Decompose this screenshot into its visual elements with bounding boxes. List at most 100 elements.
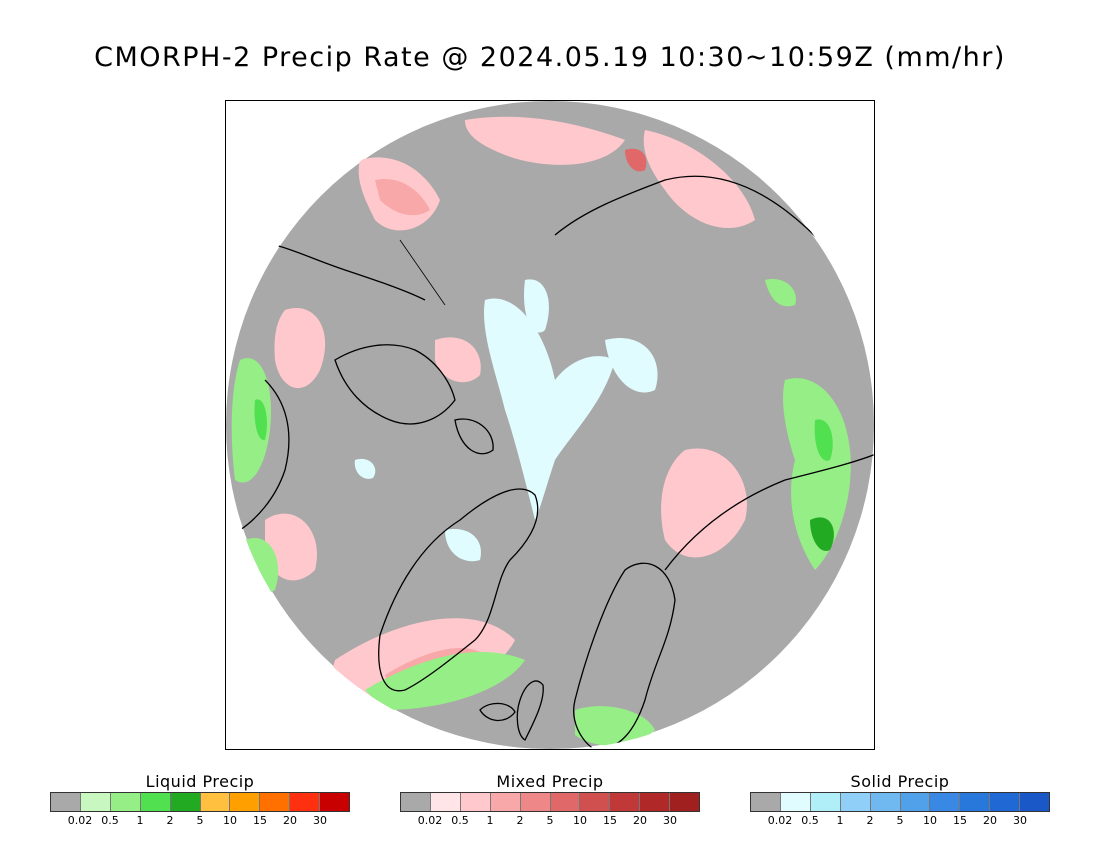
tick-labels: 0.02 0.5 1 2 5 10 15 20 30 bbox=[400, 812, 700, 828]
legend-swatch bbox=[110, 793, 141, 811]
legend-tick-label: 20 bbox=[283, 814, 297, 827]
legend-solid: Solid Precip 0.02 0.5 1 2 5 10 15 20 30 bbox=[750, 772, 1050, 828]
tick-labels: 0.02 0.5 1 2 5 10 15 20 30 bbox=[50, 812, 350, 828]
legend-liquid: Liquid Precip 0.02 0.5 1 2 5 10 15 20 30 bbox=[50, 772, 350, 828]
legend-swatch bbox=[900, 793, 931, 811]
legend-tick-label: 0.02 bbox=[67, 814, 93, 827]
legend-tick-label: 20 bbox=[633, 814, 647, 827]
legend-swatch bbox=[990, 793, 1021, 811]
ellesmere-coast bbox=[454, 418, 494, 455]
canadian-archipelago-coast bbox=[334, 344, 456, 425]
legend-swatch bbox=[80, 793, 111, 811]
legend-swatch bbox=[401, 793, 431, 811]
uk-coast bbox=[516, 680, 544, 741]
legend-tick-label: 20 bbox=[983, 814, 997, 827]
legend-tick-label: 1 bbox=[486, 814, 494, 827]
legend-swatch bbox=[460, 793, 491, 811]
liquid-precip-area bbox=[365, 651, 525, 710]
mixed-precip-area bbox=[375, 179, 430, 216]
legend-swatch bbox=[550, 793, 581, 811]
legend-tick-label: 2 bbox=[166, 814, 174, 827]
legend-tick-label: 0.02 bbox=[417, 814, 443, 827]
legend-tick-label: 0.5 bbox=[801, 814, 819, 827]
legend-mixed: Mixed Precip 0.02 0.5 1 2 5 10 15 20 30 bbox=[400, 772, 700, 828]
legend-swatch bbox=[640, 793, 671, 811]
color-bar bbox=[750, 792, 1050, 812]
legend-tick-label: 10 bbox=[223, 814, 237, 827]
legend-swatch bbox=[780, 793, 811, 811]
solid-precip-area bbox=[445, 529, 481, 562]
legend-tick-label: 10 bbox=[573, 814, 587, 827]
legend-tick-label: 2 bbox=[516, 814, 524, 827]
mixed-precip-area bbox=[661, 448, 747, 558]
legend-swatch bbox=[930, 793, 961, 811]
solid-precip-area bbox=[484, 298, 615, 520]
hudson-bay-coast bbox=[239, 379, 290, 531]
solid-precip-area bbox=[605, 338, 658, 393]
liquid-precip-area bbox=[231, 358, 271, 483]
legend-tick-label: 1 bbox=[136, 814, 144, 827]
legend-tick-label: 5 bbox=[896, 814, 904, 827]
map-svg bbox=[225, 100, 875, 750]
solid-precip-area bbox=[354, 458, 376, 479]
liquid-precip-area bbox=[783, 378, 851, 570]
color-bar bbox=[400, 792, 700, 812]
mixed-precip-area bbox=[435, 337, 481, 383]
greenland-coast bbox=[378, 488, 539, 692]
legend-swatch bbox=[430, 793, 461, 811]
mixed-precip-area bbox=[643, 130, 755, 229]
legend-tick-label: 1 bbox=[836, 814, 844, 827]
legend-swatch bbox=[870, 793, 901, 811]
legend-swatch bbox=[751, 793, 781, 811]
liquid-precip-area bbox=[765, 279, 796, 307]
russia-coast bbox=[664, 449, 875, 571]
mixed-precip-area bbox=[465, 116, 625, 165]
legend-swatch bbox=[610, 793, 641, 811]
legend-swatch bbox=[810, 793, 841, 811]
liquid-precip-area bbox=[254, 399, 267, 441]
liquid-precip-area bbox=[814, 419, 833, 461]
legend-tick-label: 15 bbox=[253, 814, 267, 827]
legend-swatch bbox=[290, 793, 321, 811]
legend-swatch bbox=[320, 793, 350, 811]
alaska-coast bbox=[274, 244, 426, 301]
legend-tick-label: 0.02 bbox=[767, 814, 793, 827]
polar-precip-map bbox=[225, 100, 875, 750]
legend-tick-label: 10 bbox=[923, 814, 937, 827]
legend-title: Liquid Precip bbox=[145, 772, 255, 791]
tick-labels: 0.02 0.5 1 2 5 10 15 20 30 bbox=[750, 812, 1050, 828]
legend-swatch bbox=[260, 793, 291, 811]
alaska-canada-border bbox=[399, 239, 446, 306]
legend-tick-label: 15 bbox=[603, 814, 617, 827]
legend-swatch bbox=[670, 793, 700, 811]
mixed-precip-area bbox=[625, 148, 647, 172]
legend-swatch bbox=[1020, 793, 1050, 811]
liquid-precip-area bbox=[810, 517, 834, 551]
legend-tick-label: 0.5 bbox=[451, 814, 469, 827]
legend-swatch bbox=[960, 793, 991, 811]
iceland-coast bbox=[479, 702, 516, 722]
legend-tick-label: 30 bbox=[1013, 814, 1027, 827]
liquid-precip-area bbox=[575, 706, 655, 746]
legend-tick-label: 0.5 bbox=[101, 814, 119, 827]
legend-tick-label: 30 bbox=[313, 814, 327, 827]
solid-precip-area bbox=[524, 279, 549, 333]
legend-tick-label: 2 bbox=[866, 814, 874, 827]
legend-swatch bbox=[520, 793, 551, 811]
legend-swatch bbox=[580, 793, 611, 811]
legend-swatch bbox=[490, 793, 521, 811]
legend-title: Mixed Precip bbox=[496, 772, 604, 791]
legend-swatch bbox=[840, 793, 871, 811]
legend-tick-label: 15 bbox=[953, 814, 967, 827]
legend-tick-label: 5 bbox=[546, 814, 554, 827]
legend-swatch bbox=[51, 793, 81, 811]
legend-swatch bbox=[170, 793, 201, 811]
mixed-precip-area bbox=[274, 308, 326, 389]
color-bar bbox=[50, 792, 350, 812]
map-title: CMORPH-2 Precip Rate @ 2024.05.19 10:30~… bbox=[94, 42, 1006, 73]
boundaries bbox=[399, 239, 446, 306]
legend-swatch bbox=[200, 793, 231, 811]
legend-tick-label: 5 bbox=[196, 814, 204, 827]
legend-title: Solid Precip bbox=[850, 772, 950, 791]
precip-layer bbox=[231, 116, 851, 746]
